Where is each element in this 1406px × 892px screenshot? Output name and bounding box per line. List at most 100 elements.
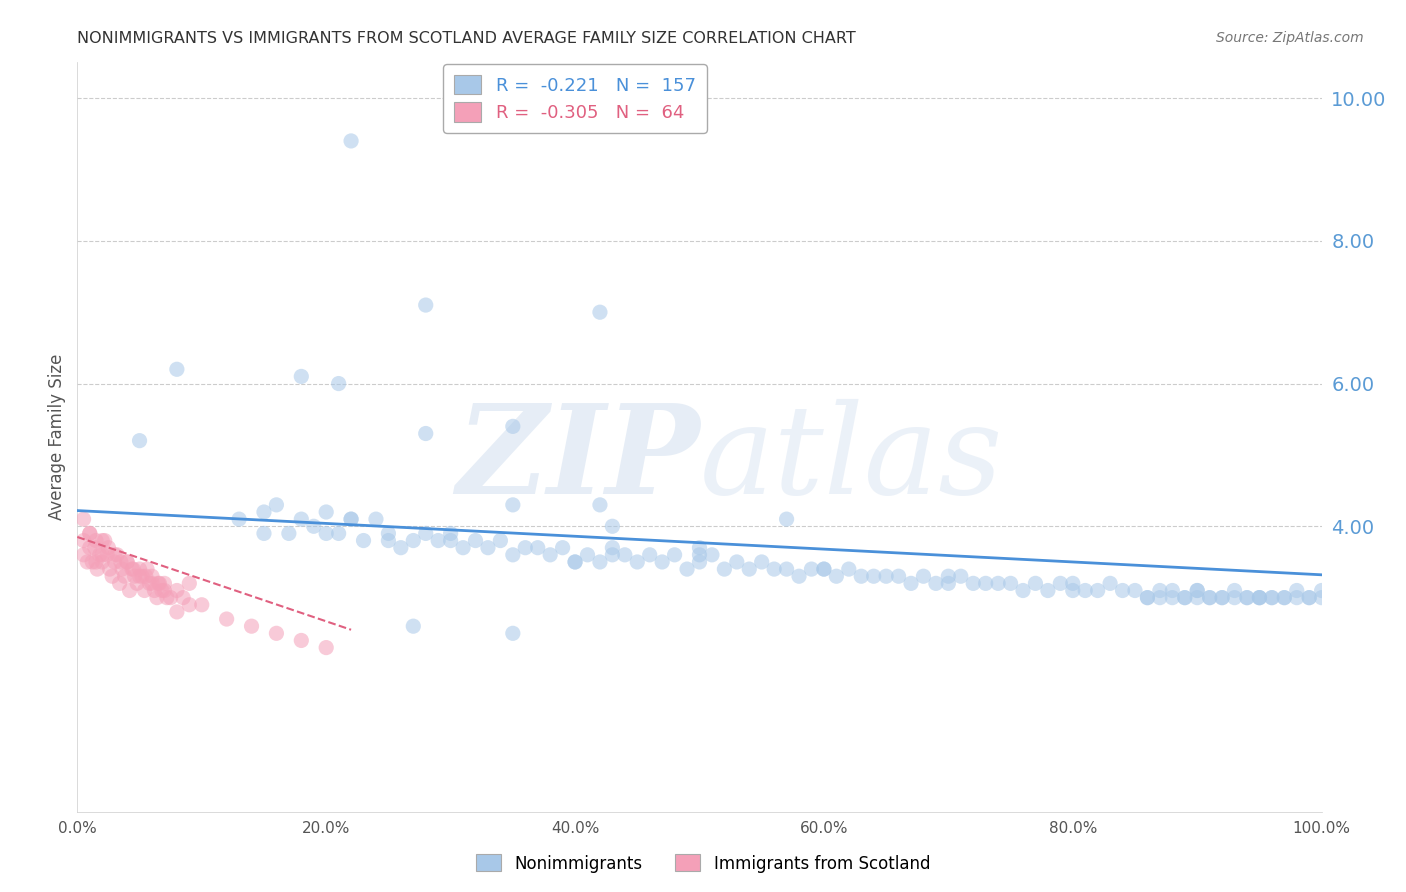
- Point: [1249, 591, 1271, 605]
- Point: [900, 576, 922, 591]
- Point: [936, 569, 959, 583]
- Point: [121, 562, 143, 576]
- Point: [1236, 591, 1258, 605]
- Point: [1272, 591, 1295, 605]
- Point: [713, 562, 735, 576]
- Point: [502, 626, 524, 640]
- Point: [1249, 591, 1271, 605]
- Point: [115, 555, 138, 569]
- Point: [290, 369, 312, 384]
- Point: [1024, 576, 1046, 591]
- Point: [156, 591, 179, 605]
- Point: [664, 548, 686, 562]
- Point: [1185, 583, 1208, 598]
- Point: [110, 555, 132, 569]
- Point: [124, 569, 146, 583]
- Point: [962, 576, 984, 591]
- Point: [638, 548, 661, 562]
- Point: [862, 569, 884, 583]
- Point: [1136, 591, 1159, 605]
- Point: [89, 548, 111, 562]
- Point: [128, 569, 150, 583]
- Point: [1198, 591, 1220, 605]
- Point: [1223, 583, 1246, 598]
- Point: [96, 548, 118, 562]
- Point: [813, 562, 835, 576]
- Point: [1249, 591, 1271, 605]
- Point: [1174, 591, 1197, 605]
- Point: [1062, 583, 1084, 598]
- Point: [589, 555, 612, 569]
- Point: [83, 541, 105, 555]
- Point: [377, 533, 399, 548]
- Point: [564, 555, 586, 569]
- Point: [340, 134, 363, 148]
- Point: [1000, 576, 1022, 591]
- Point: [150, 583, 173, 598]
- Point: [602, 519, 624, 533]
- Point: [489, 533, 512, 548]
- Point: [179, 576, 201, 591]
- Legend: Nonimmigrants, Immigrants from Scotland: Nonimmigrants, Immigrants from Scotland: [470, 847, 936, 880]
- Point: [875, 569, 897, 583]
- Point: [1036, 583, 1059, 598]
- Point: [105, 548, 128, 562]
- Point: [402, 533, 425, 548]
- Point: [179, 598, 201, 612]
- Point: [1161, 591, 1184, 605]
- Point: [439, 526, 461, 541]
- Point: [148, 576, 170, 591]
- Point: [266, 498, 288, 512]
- Point: [1062, 576, 1084, 591]
- Point: [98, 562, 121, 576]
- Legend: R =  -0.221   N =  157, R =  -0.305   N =  64: R = -0.221 N = 157, R = -0.305 N = 64: [443, 64, 707, 133]
- Point: [439, 533, 461, 548]
- Point: [415, 426, 437, 441]
- Point: [725, 555, 748, 569]
- Point: [626, 555, 648, 569]
- Point: [613, 548, 636, 562]
- Point: [576, 548, 599, 562]
- Point: [148, 576, 170, 591]
- Point: [526, 541, 548, 555]
- Point: [136, 562, 159, 576]
- Point: [91, 533, 114, 548]
- Point: [111, 562, 134, 576]
- Point: [1049, 576, 1071, 591]
- Point: [415, 298, 437, 312]
- Point: [166, 605, 188, 619]
- Point: [1012, 583, 1035, 598]
- Point: [115, 555, 138, 569]
- Point: [1298, 591, 1320, 605]
- Point: [1236, 591, 1258, 605]
- Point: [86, 562, 108, 576]
- Point: [502, 548, 524, 562]
- Point: [104, 548, 127, 562]
- Point: [340, 512, 363, 526]
- Point: [464, 533, 486, 548]
- Point: [1211, 591, 1233, 605]
- Point: [775, 512, 797, 526]
- Point: [79, 526, 101, 541]
- Point: [253, 526, 276, 541]
- Point: [502, 419, 524, 434]
- Point: [1285, 583, 1308, 598]
- Point: [315, 640, 337, 655]
- Point: [118, 583, 141, 598]
- Point: [515, 541, 537, 555]
- Point: [751, 555, 773, 569]
- Point: [912, 569, 935, 583]
- Point: [925, 576, 948, 591]
- Point: [602, 548, 624, 562]
- Point: [787, 569, 810, 583]
- Point: [1161, 583, 1184, 598]
- Point: [838, 562, 860, 576]
- Point: [91, 548, 114, 562]
- Point: [974, 576, 997, 591]
- Point: [72, 512, 94, 526]
- Point: [328, 526, 350, 541]
- Point: [1136, 591, 1159, 605]
- Point: [1261, 591, 1284, 605]
- Point: [936, 576, 959, 591]
- Point: [315, 526, 337, 541]
